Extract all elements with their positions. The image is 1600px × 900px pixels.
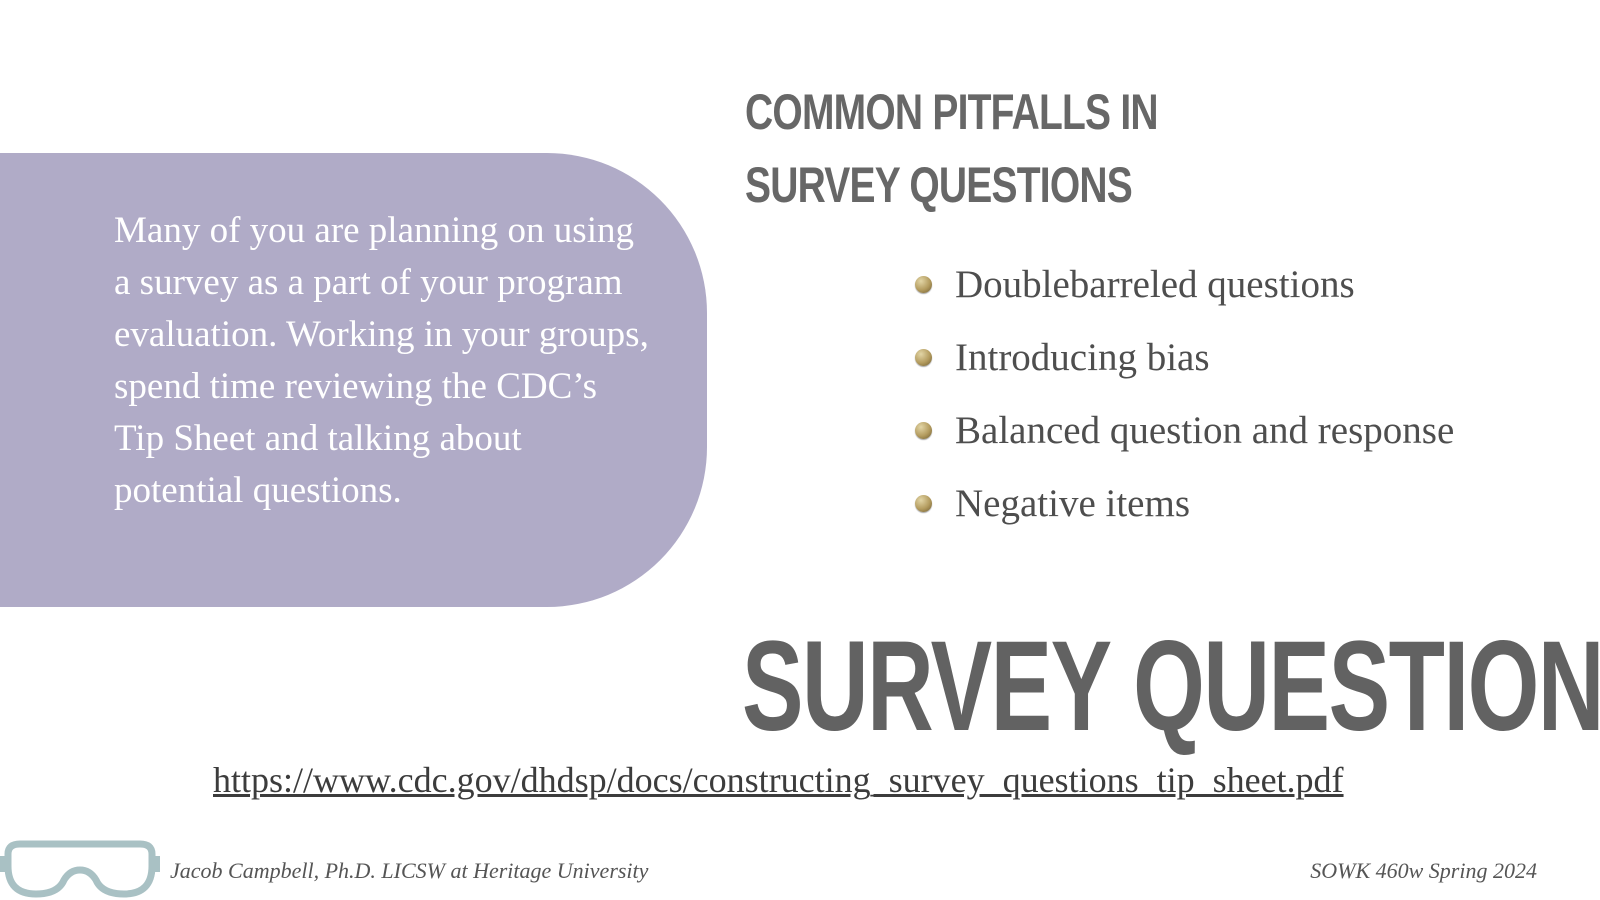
big-title: SURVEY QUESTIONS (742, 617, 1600, 757)
bullet-text: Doublebarreled questions (955, 262, 1355, 307)
footer-author: Jacob Campbell, Ph.D. LICSW at Heritage … (170, 858, 648, 884)
tip-sheet-link[interactable]: https://www.cdc.gov/dhdsp/docs/construct… (213, 758, 1344, 802)
slide-heading: COMMON PITFALLS IN SURVEY QUESTIONS (745, 76, 1104, 222)
bullet-dot-icon (915, 495, 932, 512)
bullet-text: Introducing bias (955, 335, 1210, 380)
callout-text: Many of you are planning on using a surv… (114, 205, 654, 517)
list-item: Negative items (915, 467, 1454, 540)
footer-course: SOWK 460w Spring 2024 (1310, 858, 1537, 884)
bullet-dot-icon (915, 349, 932, 366)
bullet-text: Negative items (955, 481, 1190, 526)
slide-heading-line1: COMMON PITFALLS IN (745, 84, 1158, 140)
bullet-dot-icon (915, 422, 932, 439)
slide-heading-line2: SURVEY QUESTIONS (745, 157, 1132, 213)
bullet-dot-icon (915, 276, 932, 293)
bullet-list: Doublebarreled questions Introducing bia… (915, 248, 1454, 540)
bullet-text: Balanced question and response (955, 408, 1454, 453)
goggles-icon (0, 836, 160, 900)
list-item: Introducing bias (915, 321, 1454, 394)
list-item: Doublebarreled questions (915, 248, 1454, 321)
list-item: Balanced question and response (915, 394, 1454, 467)
